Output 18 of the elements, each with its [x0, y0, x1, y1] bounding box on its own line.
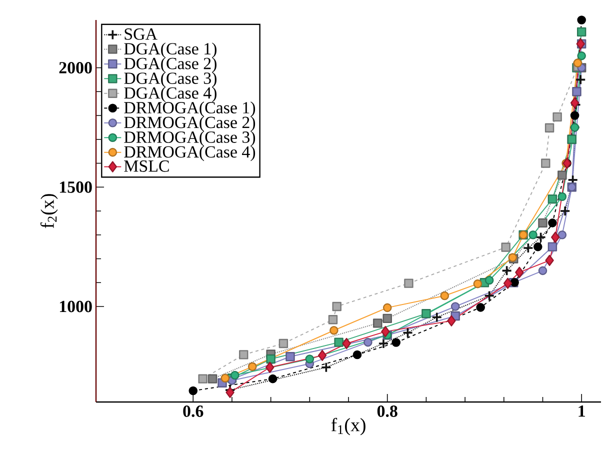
x-axis-title: f$_{1}$(x): [331, 418, 366, 436]
x-tick-label: 0.8: [377, 406, 398, 417]
legend-label: DGA(Case 4): [124, 86, 216, 102]
legend-label: DRMOGA(Case 3): [124, 130, 256, 146]
y-tick-label: 2000: [59, 62, 92, 74]
y-axis-title: f$_{2}$(x): [40, 194, 58, 228]
legend-label: SGA: [124, 28, 158, 40]
x-tick-label: 1: [578, 406, 585, 417]
legend-label: DRMOGA(Case 1): [124, 102, 256, 117]
legend-label: DRMOGA(Case 4): [124, 146, 256, 162]
legend-label: DRMOGA(Case 2): [124, 116, 256, 132]
legend-label: DGA(Case 2): [124, 57, 216, 73]
legend-label: DGA(Case 3): [124, 72, 216, 88]
y-tick-label: 1500: [60, 181, 92, 193]
legend-label: MSLC: [124, 160, 169, 172]
x-tick-label: 0.6: [183, 406, 204, 417]
legend-label: DGA(Case 1): [124, 42, 216, 58]
y-tick-label: 1000: [60, 300, 92, 312]
